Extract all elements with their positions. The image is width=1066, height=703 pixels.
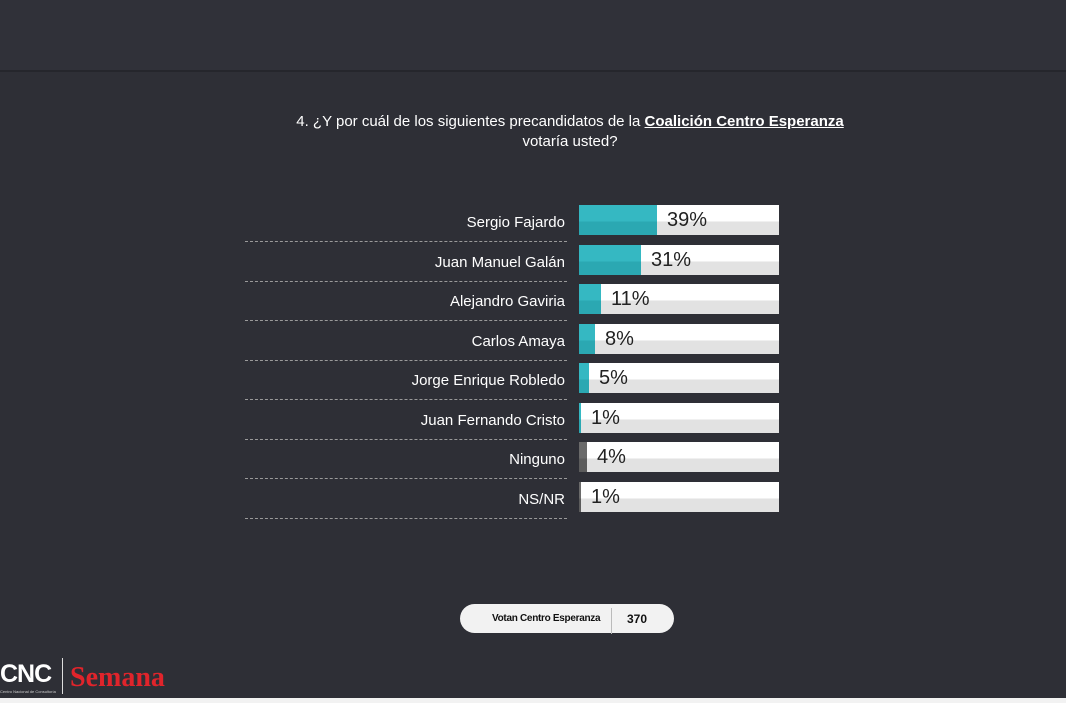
- bar-track: 39%: [579, 205, 779, 235]
- sample-size-badge: Votan Centro Esperanza 370: [460, 604, 674, 634]
- bar-row: Alejandro Gaviria 11%: [245, 284, 785, 324]
- row-divider: [245, 518, 567, 519]
- category-label: Carlos Amaya: [471, 333, 565, 350]
- bar-row: Carlos Amaya 8%: [245, 324, 785, 364]
- question-highlight: Coalición Centro Esperanza: [644, 113, 844, 130]
- bar: [579, 205, 657, 235]
- category-label: NS/NR: [518, 491, 565, 508]
- divider: [611, 608, 612, 634]
- cnc-logo-subtitle: Centro Nacional de Consultoría: [0, 689, 56, 694]
- bar-track: 11%: [579, 284, 779, 314]
- bar-track: 1%: [579, 482, 779, 512]
- bar-track: 8%: [579, 324, 779, 354]
- bar: [579, 363, 589, 393]
- question-text: 4. ¿Y por cuál de los siguientes precand…: [296, 113, 645, 130]
- bar: [579, 442, 587, 472]
- bar: [579, 403, 581, 433]
- bar: [579, 324, 595, 354]
- category-label: Juan Fernando Cristo: [420, 412, 565, 429]
- data-label: 39%: [667, 209, 708, 231]
- row-divider: [245, 360, 567, 361]
- semana-logo: Semana: [70, 662, 165, 693]
- bar: [579, 245, 641, 275]
- question-text-2: votaría usted?: [522, 133, 618, 150]
- row-divider: [245, 241, 567, 242]
- bar: [579, 482, 581, 512]
- data-label: 11%: [611, 288, 650, 310]
- bar-row: NS/NR 1%: [245, 482, 785, 522]
- bar: [579, 284, 601, 314]
- chart-title: 4. ¿Y por cuál de los siguientes precand…: [200, 112, 940, 152]
- data-label: 4%: [597, 446, 626, 468]
- category-label: Jorge Enrique Robledo: [411, 372, 565, 389]
- data-label: 1%: [591, 486, 620, 508]
- category-label: Juan Manuel Galán: [434, 254, 565, 271]
- row-divider: [245, 399, 567, 400]
- bar-row: Sergio Fajardo 39%: [245, 205, 785, 245]
- row-divider: [245, 478, 567, 479]
- sample-value: 370: [627, 612, 648, 626]
- bar-track: 5%: [579, 363, 779, 393]
- row-divider: [245, 320, 567, 321]
- bar-track: 1%: [579, 403, 779, 433]
- bar-row: Ninguno 4%: [245, 442, 785, 482]
- sample-label: Votan Centro Esperanza: [492, 613, 601, 624]
- category-label: Ninguno: [509, 451, 565, 468]
- header-band: [0, 0, 1066, 72]
- data-label: 8%: [605, 328, 634, 350]
- bar-track: 31%: [579, 245, 779, 275]
- cnc-logo: CNC: [0, 660, 52, 688]
- category-label: Alejandro Gaviria: [449, 293, 565, 310]
- bottom-edge: [0, 698, 1066, 703]
- category-label: Sergio Fajardo: [466, 214, 565, 231]
- data-label: 5%: [599, 367, 628, 389]
- bar-row: Juan Fernando Cristo 1%: [245, 403, 785, 443]
- bar-row: Juan Manuel Galán 31%: [245, 245, 785, 285]
- row-divider: [245, 281, 567, 282]
- bar-row: Jorge Enrique Robledo 5%: [245, 363, 785, 403]
- data-label: 1%: [591, 407, 620, 429]
- logo-divider: [62, 658, 63, 694]
- row-divider: [245, 439, 567, 440]
- data-label: 31%: [651, 249, 692, 271]
- bar-track: 4%: [579, 442, 779, 472]
